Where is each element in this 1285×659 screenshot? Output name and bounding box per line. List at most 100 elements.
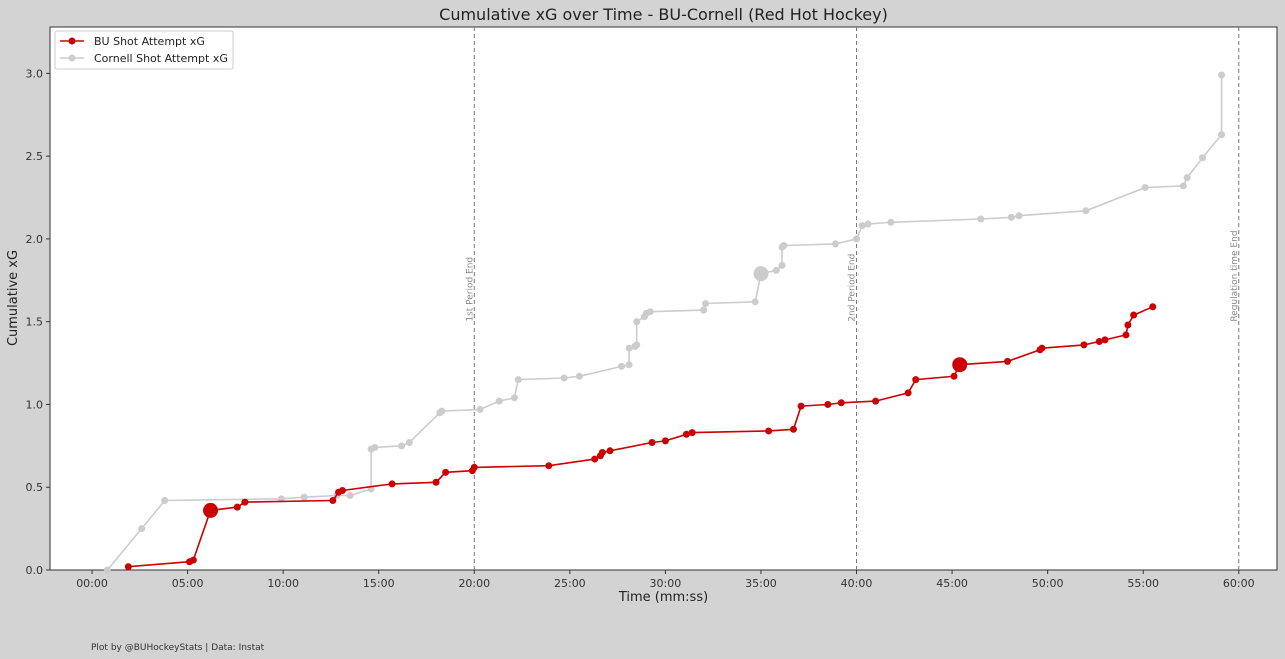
shot-marker: [625, 361, 633, 369]
shot-marker: [661, 437, 669, 445]
shot-marker: [751, 298, 759, 306]
shot-marker: [648, 439, 656, 447]
shot-marker: [912, 376, 920, 384]
shot-marker: [161, 496, 169, 504]
y-tick-label: 1.0: [26, 398, 44, 411]
y-tick-label: 3.0: [26, 67, 44, 80]
shot-marker: [371, 443, 379, 451]
shot-marker: [950, 372, 958, 380]
y-axis-title: Cumulative xG: [6, 250, 21, 346]
bu-shot-attempt-xg-series: [124, 303, 1157, 571]
shot-marker: [778, 261, 786, 269]
shot-marker: [405, 439, 413, 447]
legend-marker: [68, 37, 76, 45]
shot-marker: [1218, 71, 1226, 79]
shot-marker: [682, 430, 690, 438]
shot-marker: [138, 525, 146, 533]
shot-marker: [560, 374, 568, 382]
footer-credit: Plot by @BUHockeyStats | Data: Instat: [91, 643, 265, 653]
y-tick-label: 0.5: [26, 481, 44, 494]
shot-marker: [765, 427, 773, 435]
shot-marker: [646, 308, 654, 316]
shot-marker: [598, 448, 606, 456]
shot-marker: [1015, 212, 1023, 220]
shot-marker: [103, 566, 111, 574]
shot-marker: [277, 495, 285, 503]
shot-marker: [189, 556, 197, 564]
shot-marker: [977, 215, 985, 223]
shot-marker: [329, 496, 337, 504]
shot-marker: [514, 376, 522, 384]
goal-marker: [753, 266, 769, 282]
shot-marker: [1141, 184, 1149, 192]
shot-marker: [864, 220, 872, 228]
x-tick-label: 25:00: [554, 577, 586, 590]
shot-marker: [625, 344, 633, 352]
shot-marker: [241, 498, 249, 506]
shot-marker: [858, 222, 866, 230]
shot-marker: [1080, 341, 1088, 349]
shot-marker: [1124, 321, 1132, 329]
shot-marker: [700, 306, 708, 314]
x-tick-label: 50:00: [1032, 577, 1064, 590]
shot-marker: [832, 240, 840, 248]
shot-marker: [853, 235, 861, 243]
shot-marker: [1101, 336, 1109, 344]
y-tick-label: 2.0: [26, 233, 44, 246]
shot-marker: [1038, 344, 1046, 352]
shot-marker: [545, 462, 553, 470]
x-tick-label: 00:00: [76, 577, 108, 590]
y-tick-label: 1.5: [26, 316, 44, 329]
shot-marker: [1095, 338, 1103, 346]
legend-box: [54, 30, 234, 70]
shot-marker: [1082, 207, 1090, 215]
shot-marker: [633, 341, 641, 349]
shot-marker: [887, 218, 895, 226]
shot-marker: [388, 480, 396, 488]
y-tick-label: 2.5: [26, 150, 44, 163]
shot-marker: [470, 463, 478, 471]
shot-marker: [442, 468, 450, 476]
shot-marker: [510, 394, 518, 402]
shot-marker: [904, 389, 912, 397]
x-tick-label: 60:00: [1223, 577, 1255, 590]
legend-label: Cornell Shot Attempt xG: [94, 52, 228, 65]
x-tick-label: 55:00: [1127, 577, 1159, 590]
shot-marker: [633, 318, 641, 326]
shot-marker: [575, 372, 583, 380]
x-tick-label: 05:00: [172, 577, 204, 590]
x-tick-label: 15:00: [363, 577, 395, 590]
shot-marker: [432, 478, 440, 486]
shot-marker: [346, 492, 354, 500]
shot-marker: [702, 299, 710, 307]
shot-marker: [772, 266, 780, 274]
goal-marker: [952, 357, 968, 373]
chart-title: Cumulative xG over Time - BU-Cornell (Re…: [439, 5, 888, 24]
y-tick-label: 0.0: [26, 564, 44, 577]
shot-marker: [1218, 131, 1226, 139]
x-axis-title: Time (mm:ss): [618, 590, 708, 605]
shot-marker: [438, 407, 446, 415]
period-end-label: 1st Period End: [465, 257, 475, 322]
shot-marker: [824, 400, 832, 408]
x-tick-label: 10:00: [267, 577, 299, 590]
shot-marker: [872, 397, 880, 405]
shot-marker: [606, 447, 614, 455]
shot-marker: [1149, 303, 1157, 311]
shot-marker: [233, 503, 241, 511]
series-layer: [103, 71, 1226, 574]
shot-marker: [797, 402, 805, 410]
goal-marker: [203, 502, 219, 518]
legend: BU Shot Attempt xG Cornell Shot Attempt x…: [54, 30, 234, 70]
shot-marker: [495, 397, 503, 405]
period-end-label: 2nd Period End: [848, 254, 858, 322]
shot-marker: [1179, 182, 1187, 190]
shot-marker: [591, 455, 599, 463]
axes: 00:00 05:00 10:00 15:00 20:00 25:00 30:00 35:00…: [26, 67, 1255, 590]
x-tick-label: 40:00: [841, 577, 873, 590]
shot-marker: [1004, 357, 1012, 365]
legend-label: BU Shot Attempt xG: [94, 35, 205, 48]
shot-marker: [1130, 311, 1138, 319]
shot-marker: [1122, 331, 1130, 339]
